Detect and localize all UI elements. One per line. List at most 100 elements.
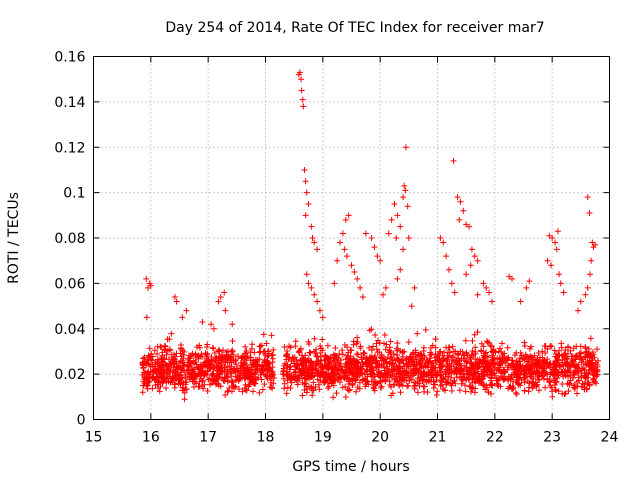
data-point: [181, 396, 188, 403]
data-point: [295, 71, 302, 78]
data-point: [308, 223, 315, 230]
data-point: [372, 332, 379, 339]
data-point: [161, 346, 168, 353]
data-point: [389, 359, 396, 366]
data-point: [368, 235, 375, 241]
data-point: [400, 360, 407, 367]
data-point: [339, 347, 346, 354]
data-point: [397, 389, 404, 396]
data-point: [467, 262, 474, 269]
data-point: [518, 352, 525, 359]
data-point: [409, 370, 416, 377]
data-point: [270, 371, 277, 378]
data-point: [376, 339, 383, 346]
data-point: [400, 374, 407, 381]
data-point: [559, 380, 566, 387]
data-point: [478, 340, 485, 347]
data-point: [395, 379, 402, 386]
data-point: [270, 380, 277, 387]
data-point: [185, 356, 192, 363]
data-point: [553, 357, 560, 364]
data-point: [448, 382, 455, 389]
data-point: [216, 347, 223, 354]
data-point: [302, 380, 309, 387]
data-point: [258, 376, 265, 383]
data-point: [286, 343, 293, 350]
data-point: [548, 384, 555, 391]
data-point: [268, 332, 275, 339]
data-point: [405, 235, 412, 241]
data-point: [181, 387, 188, 394]
data-point: [187, 353, 194, 360]
data-point: [333, 390, 340, 397]
data-point: [567, 377, 574, 384]
data-point: [371, 387, 378, 394]
data-point: [383, 370, 390, 377]
data-point: [466, 223, 473, 230]
data-point: [580, 365, 587, 372]
data-point: [496, 364, 503, 371]
data-point: [290, 369, 297, 376]
data-point: [389, 356, 396, 363]
data-point: [524, 358, 531, 365]
data-point: [221, 377, 228, 384]
data-point: [178, 346, 185, 353]
data-point: [333, 356, 340, 363]
data-point: [370, 343, 377, 350]
data-point: [381, 332, 388, 339]
data-point: [556, 362, 563, 369]
data-point: [590, 351, 597, 358]
data-point: [555, 369, 562, 376]
data-point: [327, 358, 334, 365]
data-point: [264, 360, 271, 367]
data-point: [219, 374, 226, 381]
data-point: [140, 355, 147, 362]
data-point: [441, 355, 448, 362]
data-point: [325, 355, 332, 362]
data-point: [245, 383, 252, 390]
data-point: [519, 362, 526, 369]
data-point: [583, 385, 590, 392]
data-point: [402, 144, 409, 151]
data-point: [490, 349, 497, 356]
data-point: [467, 366, 474, 373]
y-axis-label: ROTI / TECUs: [6, 192, 22, 284]
data-point: [339, 351, 346, 358]
data-point: [538, 365, 545, 372]
data-point: [159, 349, 166, 356]
data-point: [166, 368, 173, 375]
y-tick-label: 0.04: [54, 322, 85, 338]
data-point: [460, 207, 467, 214]
data-point: [283, 390, 290, 397]
data-point: [470, 352, 477, 359]
data-point: [140, 364, 147, 371]
data-point: [241, 368, 248, 375]
data-point: [182, 379, 189, 386]
data-point: [224, 378, 231, 385]
x-axis-label: GPS time / hours: [292, 459, 409, 475]
y-tick-label: 0.02: [54, 367, 85, 383]
data-point: [318, 353, 325, 360]
data-point: [345, 387, 352, 394]
data-point: [171, 381, 178, 388]
data-point: [547, 371, 554, 378]
data-point: [261, 381, 268, 388]
data-point: [249, 341, 256, 348]
data-point: [416, 359, 423, 366]
data-point: [588, 360, 595, 367]
data-point: [555, 351, 562, 358]
data-point: [556, 271, 563, 278]
data-point: [246, 376, 253, 383]
data-point: [448, 361, 455, 368]
data-point: [474, 291, 481, 298]
data-point: [394, 355, 401, 362]
data-point: [462, 382, 469, 389]
data-point: [522, 373, 529, 380]
data-point: [314, 246, 321, 253]
data-point: [306, 364, 313, 371]
data-point: [251, 349, 258, 356]
data-point: [461, 362, 468, 369]
data-point: [560, 289, 567, 296]
data-point: [186, 373, 193, 380]
data-point: [565, 372, 572, 379]
